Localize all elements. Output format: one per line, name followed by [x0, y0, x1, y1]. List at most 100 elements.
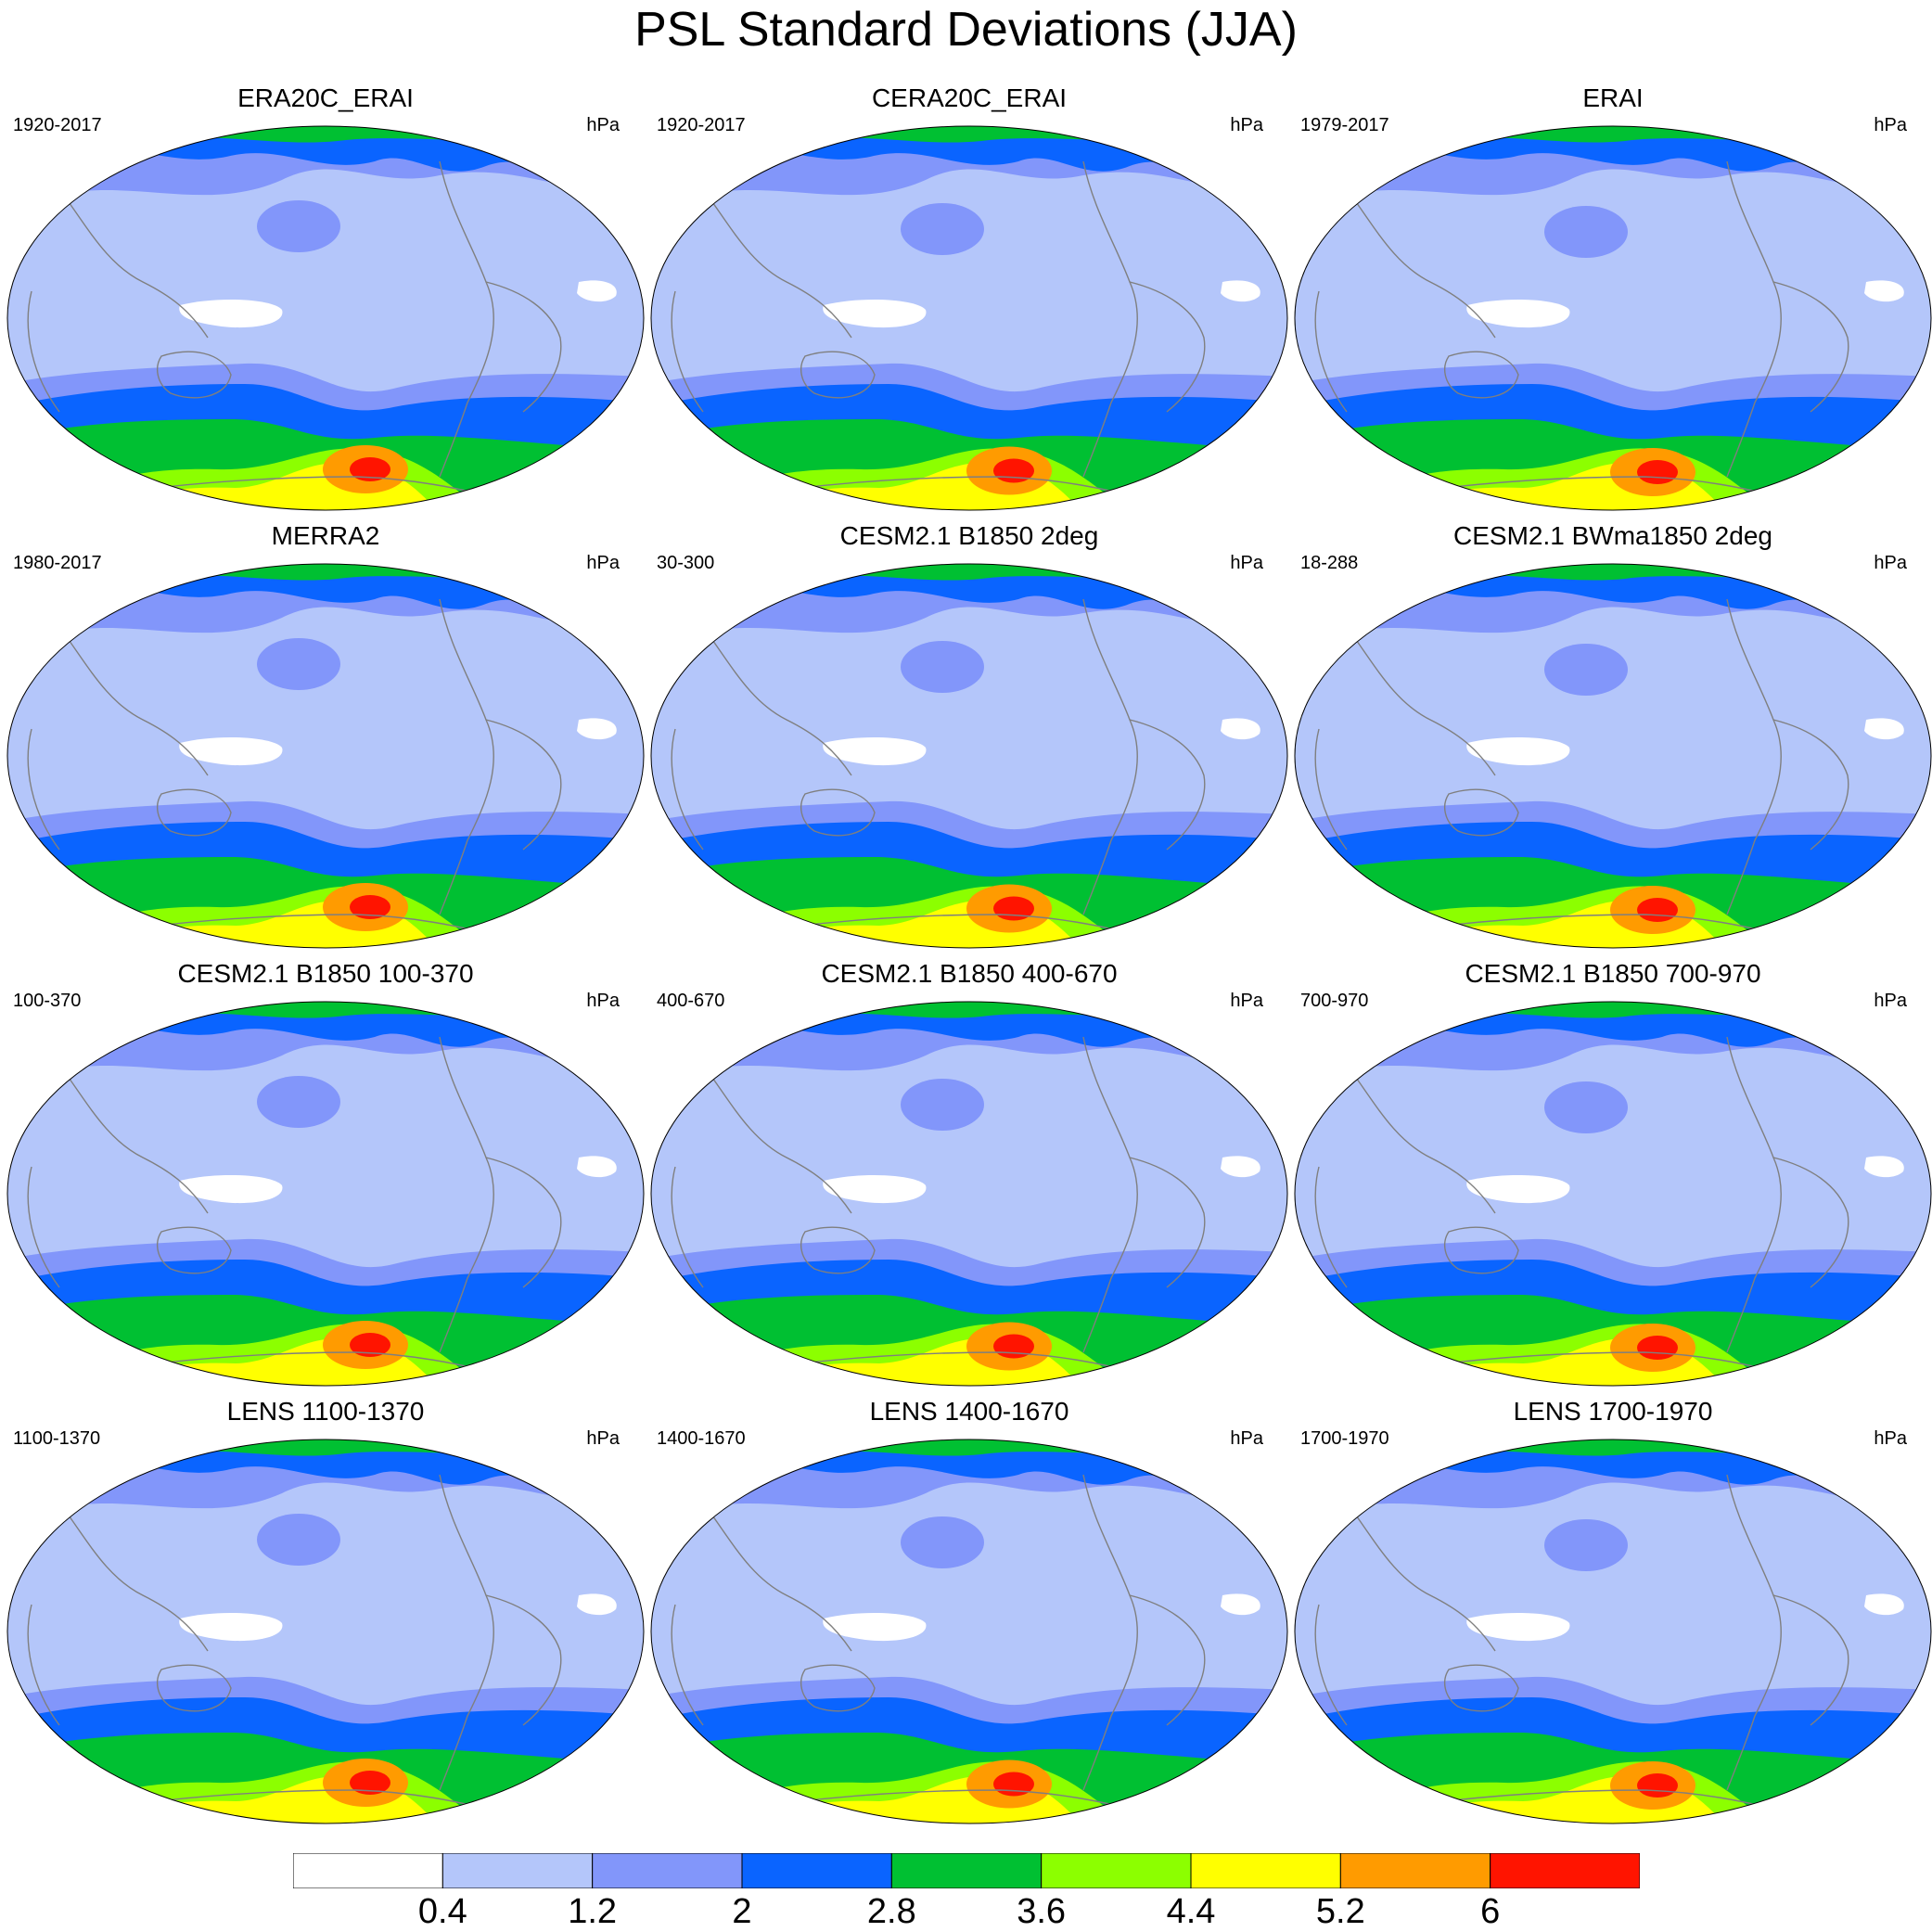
panel-period-label: 100-370: [13, 991, 82, 1011]
panel-period-label: 30-300: [657, 553, 715, 573]
coast-australia: [800, 788, 876, 837]
patch-tropical-1: [1466, 299, 1570, 328]
map-outline: [1294, 1001, 1932, 1387]
coast-americas: [1082, 160, 1138, 478]
panel-unit-label: hPa: [586, 991, 620, 1011]
coast-australia: [800, 1664, 876, 1712]
coast-americas: [1726, 160, 1782, 478]
patch-tropical-1: [179, 299, 283, 328]
coast-africa: [671, 290, 704, 413]
coast-australia: [156, 788, 232, 837]
blob-red: [993, 1772, 1034, 1797]
map-outline: [650, 1439, 1288, 1824]
panel-period-label: 1920-2017: [657, 115, 746, 135]
patch-tropical-2: [1221, 718, 1260, 740]
patch-tropical-2: [577, 280, 617, 302]
world-map: [6, 1439, 645, 1824]
coast-asia: [58, 1502, 209, 1652]
colorbar-swatch: [293, 1853, 443, 1888]
colorbar-swatch: [1490, 1853, 1640, 1888]
colorbar-label: 4.4: [1166, 1892, 1216, 1931]
blob-north-pacific: [257, 638, 340, 690]
coast-australia: [156, 1664, 232, 1712]
panel-title: LENS 1700-1970: [1513, 1397, 1713, 1426]
colorbar-label: 2.8: [866, 1892, 916, 1931]
world-map: [1294, 1001, 1932, 1387]
blob-north-pacific: [901, 1079, 984, 1131]
map-outline: [6, 1001, 645, 1387]
blob-red: [993, 458, 1034, 483]
world-map: [650, 125, 1288, 511]
panel-title: MERRA2: [271, 521, 380, 550]
coast-americas: [1082, 1036, 1138, 1353]
map-outline: [6, 1439, 645, 1824]
world-map: [1294, 1439, 1932, 1824]
coast-australia: [1443, 1226, 1519, 1274]
panel-unit-label: hPa: [1230, 115, 1263, 135]
coastlines: [671, 598, 1206, 939]
map-outline: [650, 563, 1288, 949]
coast-australia: [800, 1226, 876, 1274]
coast-americas: [439, 1474, 494, 1791]
panel-title: CESM2.1 B1850 2deg: [839, 521, 1099, 550]
coast-asia: [702, 626, 852, 776]
coastlines: [1314, 1474, 1849, 1814]
panel-title: CERA20C_ERAI: [871, 83, 1068, 112]
colorbar-label: 5.2: [1315, 1892, 1365, 1931]
patch-tropical-2: [1221, 280, 1260, 302]
coast-antarctica: [1420, 914, 1793, 939]
panel-unit-label: hPa: [1230, 1428, 1263, 1449]
panel-unit-label: hPa: [586, 115, 620, 135]
patch-tropical-2: [1221, 1593, 1260, 1616]
world-map: [6, 563, 645, 949]
panel-unit-label: hPa: [1230, 991, 1263, 1011]
panel-title: LENS 1100-1370: [226, 1397, 425, 1426]
panel-period-label: 18-288: [1300, 553, 1359, 573]
blob-north-pacific: [257, 200, 340, 252]
coast-south-america: [1772, 1594, 1849, 1726]
panel-period-label: 1400-1670: [657, 1428, 746, 1449]
coast-antarctica: [776, 1789, 1149, 1814]
patch-tropical-2: [1864, 1593, 1904, 1616]
patch-tropical-2: [577, 1156, 617, 1178]
colorbar-labels: 0.4 1.2 2 2.8 3.6 4.4 5.2 6: [0, 1892, 1932, 1931]
patch-tropical-1: [179, 736, 283, 766]
blob-red: [1637, 1336, 1678, 1360]
map-panel: ERA20C_ERAI 1920-2017 hPa: [4, 83, 647, 519]
coast-americas: [1082, 598, 1138, 915]
coast-africa: [27, 728, 60, 851]
blob-north-pacific: [901, 203, 984, 255]
coast-south-america: [485, 281, 562, 413]
patch-tropical-1: [179, 1174, 283, 1204]
panel-unit-label: hPa: [1874, 553, 1907, 573]
blob-north-pacific: [901, 641, 984, 693]
coast-africa: [1314, 1604, 1348, 1726]
coast-asia: [58, 626, 209, 776]
colorbar-swatch: [1190, 1853, 1341, 1888]
blob-red: [350, 457, 390, 481]
patch-tropical-2: [577, 718, 617, 740]
coast-americas: [1726, 1474, 1782, 1791]
patch-tropical-1: [1466, 1174, 1570, 1204]
coast-antarctica: [776, 1351, 1149, 1376]
world-map: [6, 1001, 645, 1387]
panel-period-label: 1700-1970: [1300, 1428, 1389, 1449]
coast-asia: [1346, 1502, 1496, 1652]
colorbar-label: 3.6: [1017, 1892, 1067, 1931]
patch-tropical-2: [1864, 718, 1904, 740]
patch-tropical-1: [1466, 736, 1570, 766]
blob-red: [350, 1771, 390, 1795]
map-outline: [6, 563, 645, 949]
world-map: [650, 1439, 1288, 1824]
coast-africa: [1314, 290, 1348, 413]
coastlines: [27, 1474, 562, 1814]
colorbar-swatch: [741, 1853, 892, 1888]
coastlines: [27, 598, 562, 939]
panel-unit-label: hPa: [1874, 1428, 1907, 1449]
panel-period-label: 1980-2017: [13, 553, 102, 573]
map-panel: MERRA2 1980-2017 hPa: [4, 521, 647, 957]
colorbar-label: 1.2: [568, 1892, 618, 1931]
coast-antarctica: [776, 914, 1149, 939]
coast-africa: [27, 1166, 60, 1288]
world-map: [650, 563, 1288, 949]
